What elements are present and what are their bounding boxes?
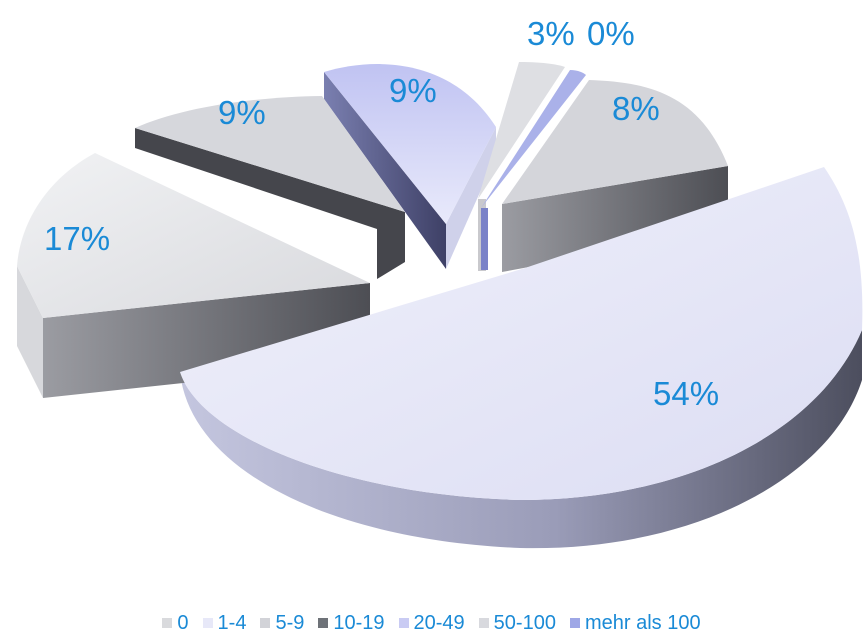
legend-item-mehr-als-100: mehr als 100 <box>569 611 701 635</box>
pie-slice-5-9-side <box>502 166 728 272</box>
data-labels: 17% 54% 8% 0% 3% 9% 9% <box>44 15 719 412</box>
legend-label-10-19: 10-19 <box>333 611 385 634</box>
pie-slice-50-100-side <box>135 128 405 279</box>
legend-swatch-10-19 <box>318 618 329 628</box>
pie-slice-10-19 <box>481 70 586 208</box>
legend-swatch-mehr-als-100 <box>569 618 580 628</box>
data-label-mehr-als-100: 9% <box>389 72 437 109</box>
legend-label-mehr-als-100: mehr als 100 <box>584 611 701 634</box>
data-label-0: 17% <box>44 220 110 257</box>
pie-slice-20-49 <box>478 62 565 199</box>
legend-label-5-9: 5-9 <box>275 611 305 634</box>
legend-label-20-49: 20-49 <box>413 611 465 634</box>
pie-slice-10-19-side <box>481 208 488 270</box>
data-label-20-49: 3% <box>527 15 575 52</box>
data-label-5-9: 8% <box>612 90 660 127</box>
pie-slice-1-4-side <box>180 330 862 549</box>
legend-item-5-9: 5-9 <box>260 612 304 635</box>
data-label-10-19: 0% <box>587 15 635 52</box>
pie-slice-mehr-als-100 <box>324 64 496 224</box>
legend-item-50-100: 50-100 <box>478 611 556 635</box>
pie-chart: 17% 54% 8% 0% 3% 9% 9% <box>17 15 863 549</box>
legend-item-1-4: 1-4 <box>202 611 247 635</box>
legend-swatch-20-49 <box>398 618 409 628</box>
legend-item-0: 0 <box>162 611 189 635</box>
legend-item-20-49: 20-49 <box>398 611 465 635</box>
legend-swatch-1-4 <box>202 618 213 628</box>
pie-chart-svg: 17% 54% 8% 0% 3% 9% 9% <box>17 15 863 549</box>
pie-slice-mehr-als-100-side <box>324 72 446 269</box>
legend-label-1-4: 1-4 <box>217 611 247 634</box>
data-label-1-4: 54% <box>653 375 719 412</box>
legend-label-50-100: 50-100 <box>493 611 556 634</box>
pie-slice-50-100 <box>135 96 405 212</box>
legend-swatch-0 <box>162 618 173 628</box>
pie-slice-0 <box>17 153 370 318</box>
legend-swatch-5-9 <box>260 618 271 628</box>
pie-slice-mehr-als-100-side-right <box>446 127 496 269</box>
legend: 0 1-4 5-9 10-19 20-49 50-100 mehr als 10… <box>0 612 863 634</box>
legend-label-0: 0 <box>177 611 189 634</box>
pie-slice-1-4 <box>180 167 863 500</box>
pie-slice-5-9 <box>502 80 728 204</box>
legend-swatch-50-100 <box>478 618 489 628</box>
legend-item-10-19: 10-19 <box>318 611 385 635</box>
pie-slice-0-side <box>17 266 43 398</box>
pie-top-faces <box>17 62 863 500</box>
data-label-50-100: 9% <box>218 94 266 131</box>
